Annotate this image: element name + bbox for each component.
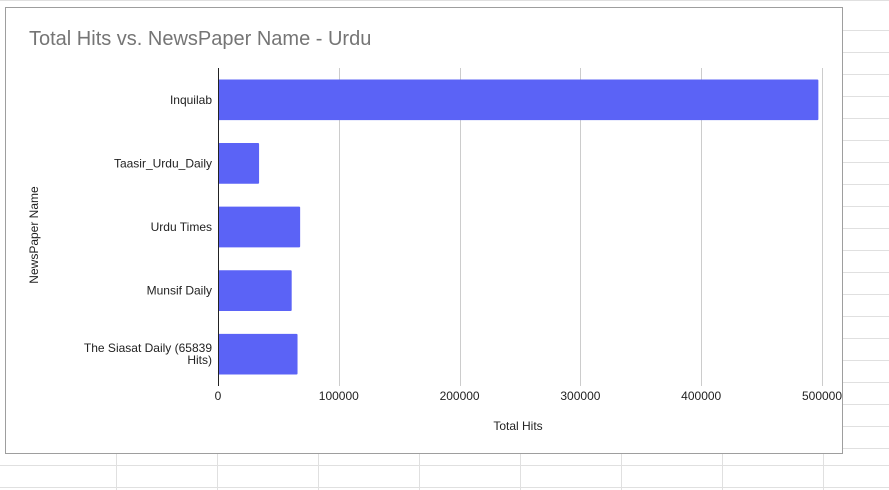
x-tick-label: 0 xyxy=(215,389,222,403)
category-label: Taasir_Urdu_Daily xyxy=(114,156,212,170)
x-tick-label: 400000 xyxy=(681,389,721,403)
x-axis-title: Total Hits xyxy=(493,419,542,433)
bar[interactable] xyxy=(218,79,819,121)
bars xyxy=(218,79,819,375)
category-label: Munsif Daily xyxy=(147,284,212,298)
gridlines xyxy=(339,68,823,386)
y-axis-title: NewsPaper Name xyxy=(27,186,41,284)
x-tick-label: 200000 xyxy=(440,389,480,403)
category-label: Inquilab xyxy=(170,93,212,107)
chart-title: Total Hits vs. NewsPaper Name - Urdu xyxy=(29,28,372,50)
category-label: Urdu Times xyxy=(151,220,212,234)
category-labels: Inquilab Taasir_Urdu_Daily Urdu Times Munsi… xyxy=(84,93,212,367)
x-tick-labels: 0 100000 200000 300000 400000 500000 xyxy=(215,389,843,403)
category-label: The Siasat Daily (65839 Hits) xyxy=(84,341,212,367)
bar[interactable] xyxy=(218,333,298,375)
bar[interactable] xyxy=(218,143,260,184)
bar[interactable] xyxy=(218,270,292,311)
x-tick-label: 300000 xyxy=(560,389,600,403)
x-tick-label: 100000 xyxy=(319,389,359,403)
chart-container[interactable]: Total Hits vs. NewsPaper Name - Urdu Inq… xyxy=(5,7,843,454)
x-tick-label: 500000 xyxy=(802,389,842,403)
bar[interactable] xyxy=(218,206,301,248)
bar-chart-plot: Inquilab Taasir_Urdu_Daily Urdu Times Munsi… xyxy=(27,68,843,433)
